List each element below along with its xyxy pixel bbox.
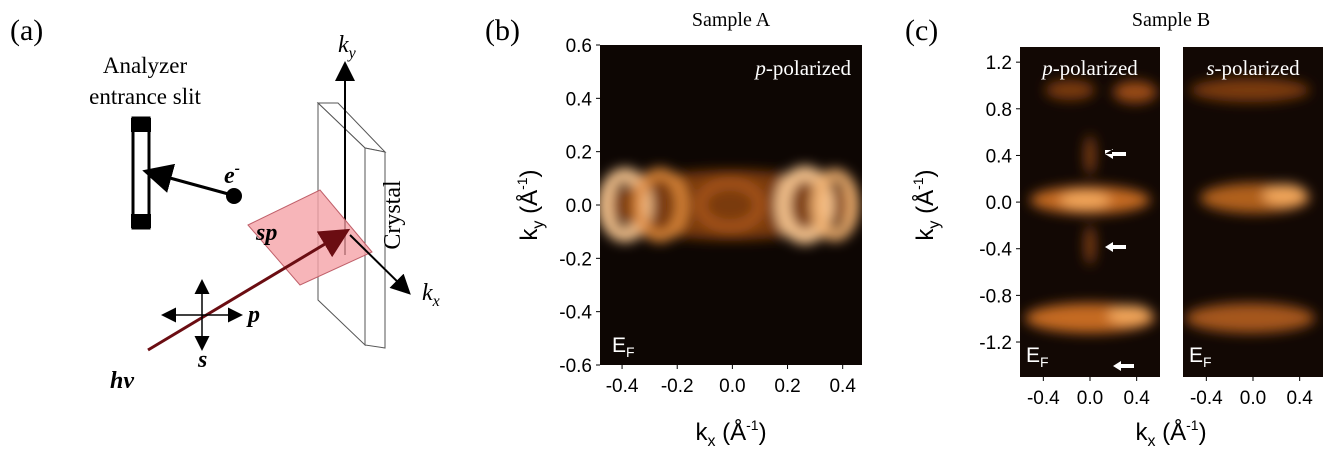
photon-label: hv: [110, 368, 134, 394]
x-tick-label: -0.4: [1190, 388, 1223, 409]
energy-label: EF: [1026, 344, 1049, 370]
x-tick-label: -0.4: [1027, 388, 1060, 409]
axis-label: ky: [338, 32, 357, 62]
energy-label: EF: [612, 334, 635, 360]
y-tick-label: -0.2: [559, 249, 592, 270]
panel-label: (b): [485, 14, 520, 47]
axis-label: kx: [422, 280, 440, 310]
y-tick-label: 0.0: [986, 193, 1012, 214]
kx-axis: [349, 234, 411, 295]
y-tick-label: 0.2: [566, 143, 592, 164]
annotation: p-polarized: [1040, 56, 1138, 80]
arrow: [1113, 361, 1134, 371]
y-tick-label: 0.4: [986, 146, 1013, 167]
y-tick-label: -1.2: [979, 333, 1012, 354]
photon-beam: [147, 228, 351, 352]
panel-title: Sample A: [692, 9, 771, 31]
electron-label: e-: [224, 160, 240, 189]
intensity-features: [600, 166, 859, 244]
y-tick-label: 0.8: [986, 100, 1012, 121]
y-axis-label: ky (Å-1): [514, 169, 547, 240]
electron: [226, 188, 242, 204]
x-tick-label: 0.4: [1123, 388, 1150, 409]
y-tick-label: 0.4: [566, 89, 593, 110]
panel-title: Sample B: [1132, 9, 1210, 31]
y-tick-label: -0.6: [559, 356, 592, 377]
y-axis-label: ky (Å-1): [910, 169, 943, 240]
slit-end: [131, 214, 151, 228]
intensity-features: [1025, 80, 1157, 333]
slit-end: [131, 118, 151, 132]
scattering-plane: [247, 189, 373, 286]
intensity-features: [1185, 78, 1315, 333]
x-tick-label: 0.0: [1077, 388, 1103, 409]
y-tick-label: 0.0: [566, 196, 592, 217]
pol-label: s: [197, 347, 207, 373]
arrow: [1105, 149, 1126, 159]
electron-path: [142, 163, 233, 197]
x-tick-label: 0.0: [719, 376, 745, 397]
panel-label: (a): [10, 14, 43, 47]
panel-c: (c) Sample B p-polarized s-polarized EF …: [905, 9, 1323, 450]
annotation: p-polarized: [753, 56, 851, 80]
arrow: [1105, 242, 1126, 252]
x-tick-label: 0.2: [774, 376, 800, 397]
analyzer-label: entrance slit: [89, 84, 201, 109]
analyzer-label: Analyzer: [103, 53, 188, 78]
y-tick-label: 1.2: [986, 53, 1012, 74]
y-tick-label: -0.4: [559, 303, 592, 324]
y-tick-label: -0.4: [979, 240, 1012, 261]
crystal-label: Crystal: [380, 180, 406, 250]
x-tick-label: -0.4: [606, 376, 639, 397]
pol-label: p: [246, 302, 260, 328]
markers: [1105, 149, 1134, 371]
panel-a: (a) Analyzer entrance slit ky kx Crystal…: [10, 14, 440, 394]
y-tick-label: -0.8: [979, 286, 1012, 307]
energy-label: EF: [1189, 344, 1212, 370]
annotation: s-polarized: [1206, 56, 1300, 80]
x-tick-label: 0.4: [1286, 388, 1313, 409]
panel-label: (c): [905, 14, 938, 47]
y-tick-label: 0.6: [566, 36, 592, 57]
x-tick-label: 0.0: [1240, 388, 1266, 409]
plane-label: sp: [255, 220, 277, 246]
x-axis-label: kx (Å-1): [1135, 417, 1206, 450]
x-tick-label: 0.4: [829, 376, 856, 397]
slit: [131, 116, 151, 230]
panel-b: (b) Sample A p-polarized EF kx (Å-1) ky …: [485, 9, 862, 450]
x-axis-label: kx (Å-1): [695, 417, 766, 450]
x-tick-label: -0.2: [661, 376, 694, 397]
